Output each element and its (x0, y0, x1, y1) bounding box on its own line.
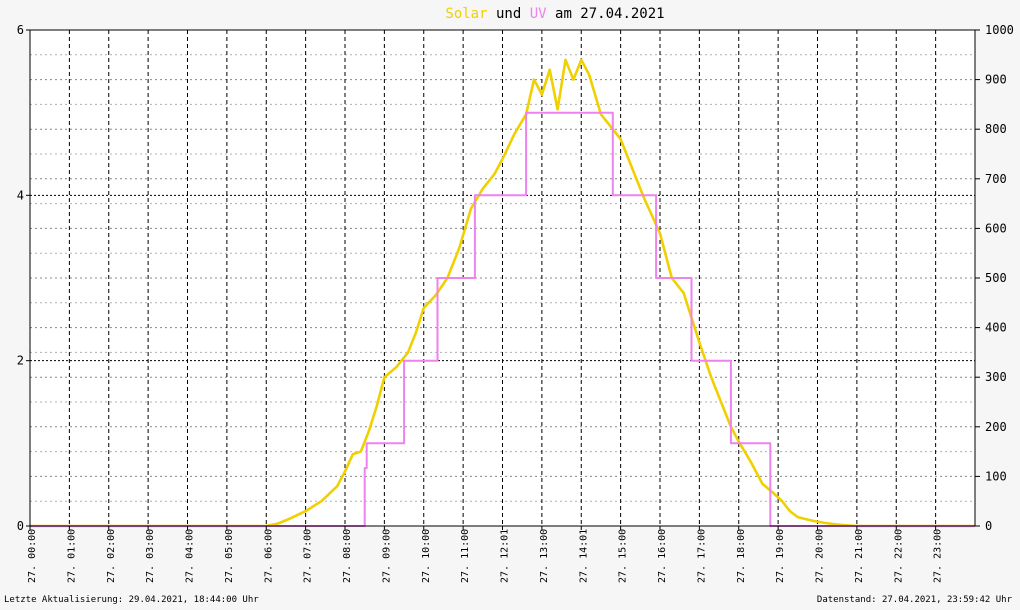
y-right-tick-label: 100 (985, 469, 1007, 483)
x-tick-label: 27. 02:00 (106, 529, 117, 583)
axis-layer: 0 100 200 300 400 500 600 700 800 900 1000 0 2 4 6 27. … (17, 23, 1014, 583)
x-tick-label: 27. 12:01 (500, 529, 511, 583)
y-right-tick-label: 700 (985, 172, 1007, 186)
plot-frame (29, 29, 976, 527)
x-tick-label: 27. 23:00 (933, 529, 944, 583)
x-tick-label: 27. 19:00 (775, 529, 786, 583)
y-right-tick-label: 500 (985, 271, 1007, 285)
y-right-tick-label: 300 (985, 370, 1007, 384)
title-space-1 (488, 6, 496, 22)
title-und: und (496, 6, 521, 22)
x-tick-label: 27. 07:00 (303, 529, 314, 583)
title-uv: UV (530, 6, 547, 22)
y-left-tick-label: 0 (17, 519, 24, 533)
x-tick-label: 27. 10:00 (421, 529, 432, 583)
title-date: am 27.04.2021 (555, 6, 665, 22)
x-tick-label: 27. 16:00 (657, 529, 668, 583)
x-tick-label: 27. 15:00 (618, 529, 629, 583)
x-tick-label: 27. 00:00 (27, 529, 38, 583)
series-line-solar (30, 58, 975, 528)
title-space-3 (547, 6, 555, 22)
footer-last-update: Letzte Aktualisierung: 29.04.2021, 18:44… (4, 595, 259, 605)
y-right-tick-label: 900 (985, 73, 1007, 87)
title-solar: Solar (445, 6, 487, 22)
y-right-tick-label: 1000 (985, 23, 1014, 37)
y-right-tick-label: 800 (985, 122, 1007, 136)
x-tick-label: 27. 03:00 (145, 529, 156, 583)
x-tick-label: 27. 08:00 (342, 529, 353, 583)
chart-title: Solar und UV am 27.04.2021 (445, 6, 664, 22)
y-right-tick-label: 600 (985, 221, 1007, 235)
x-tick-label: 27. 21:00 (854, 529, 865, 583)
series-layer (30, 58, 975, 528)
x-tick-label: 27. 20:00 (815, 529, 826, 583)
y-left-tick-label: 2 (17, 354, 24, 368)
title-space-2 (521, 6, 529, 22)
x-tick-label: 27. 18:00 (736, 529, 747, 583)
x-tick-label: 27. 17:00 (696, 529, 707, 583)
y-left-tick-label: 6 (17, 23, 24, 37)
x-tick-label: 27. 22:00 (893, 529, 904, 583)
x-tick-label: 27. 09:00 (381, 529, 392, 583)
x-tick-label: 27. 14:01 (578, 529, 589, 583)
x-tick-label: 27. 11:00 (460, 529, 471, 583)
y-left-tick-label: 4 (17, 188, 24, 202)
y-right-tick-label: 400 (985, 321, 1007, 335)
x-tick-label: 27. 13:00 (539, 529, 550, 583)
x-tick-label: 27. 06:00 (263, 529, 274, 583)
x-tick-label: 27. 04:00 (185, 529, 196, 583)
x-tick-label: 27. 01:00 (66, 529, 77, 583)
y-right-tick-label: 200 (985, 420, 1007, 434)
y-right-tick-label: 0 (985, 519, 992, 533)
series-line-uv (30, 111, 975, 527)
footer-data-status: Datenstand: 27.04.2021, 23:59:42 Uhr (817, 595, 1013, 605)
x-tick-label: 27. 05:00 (224, 529, 235, 583)
